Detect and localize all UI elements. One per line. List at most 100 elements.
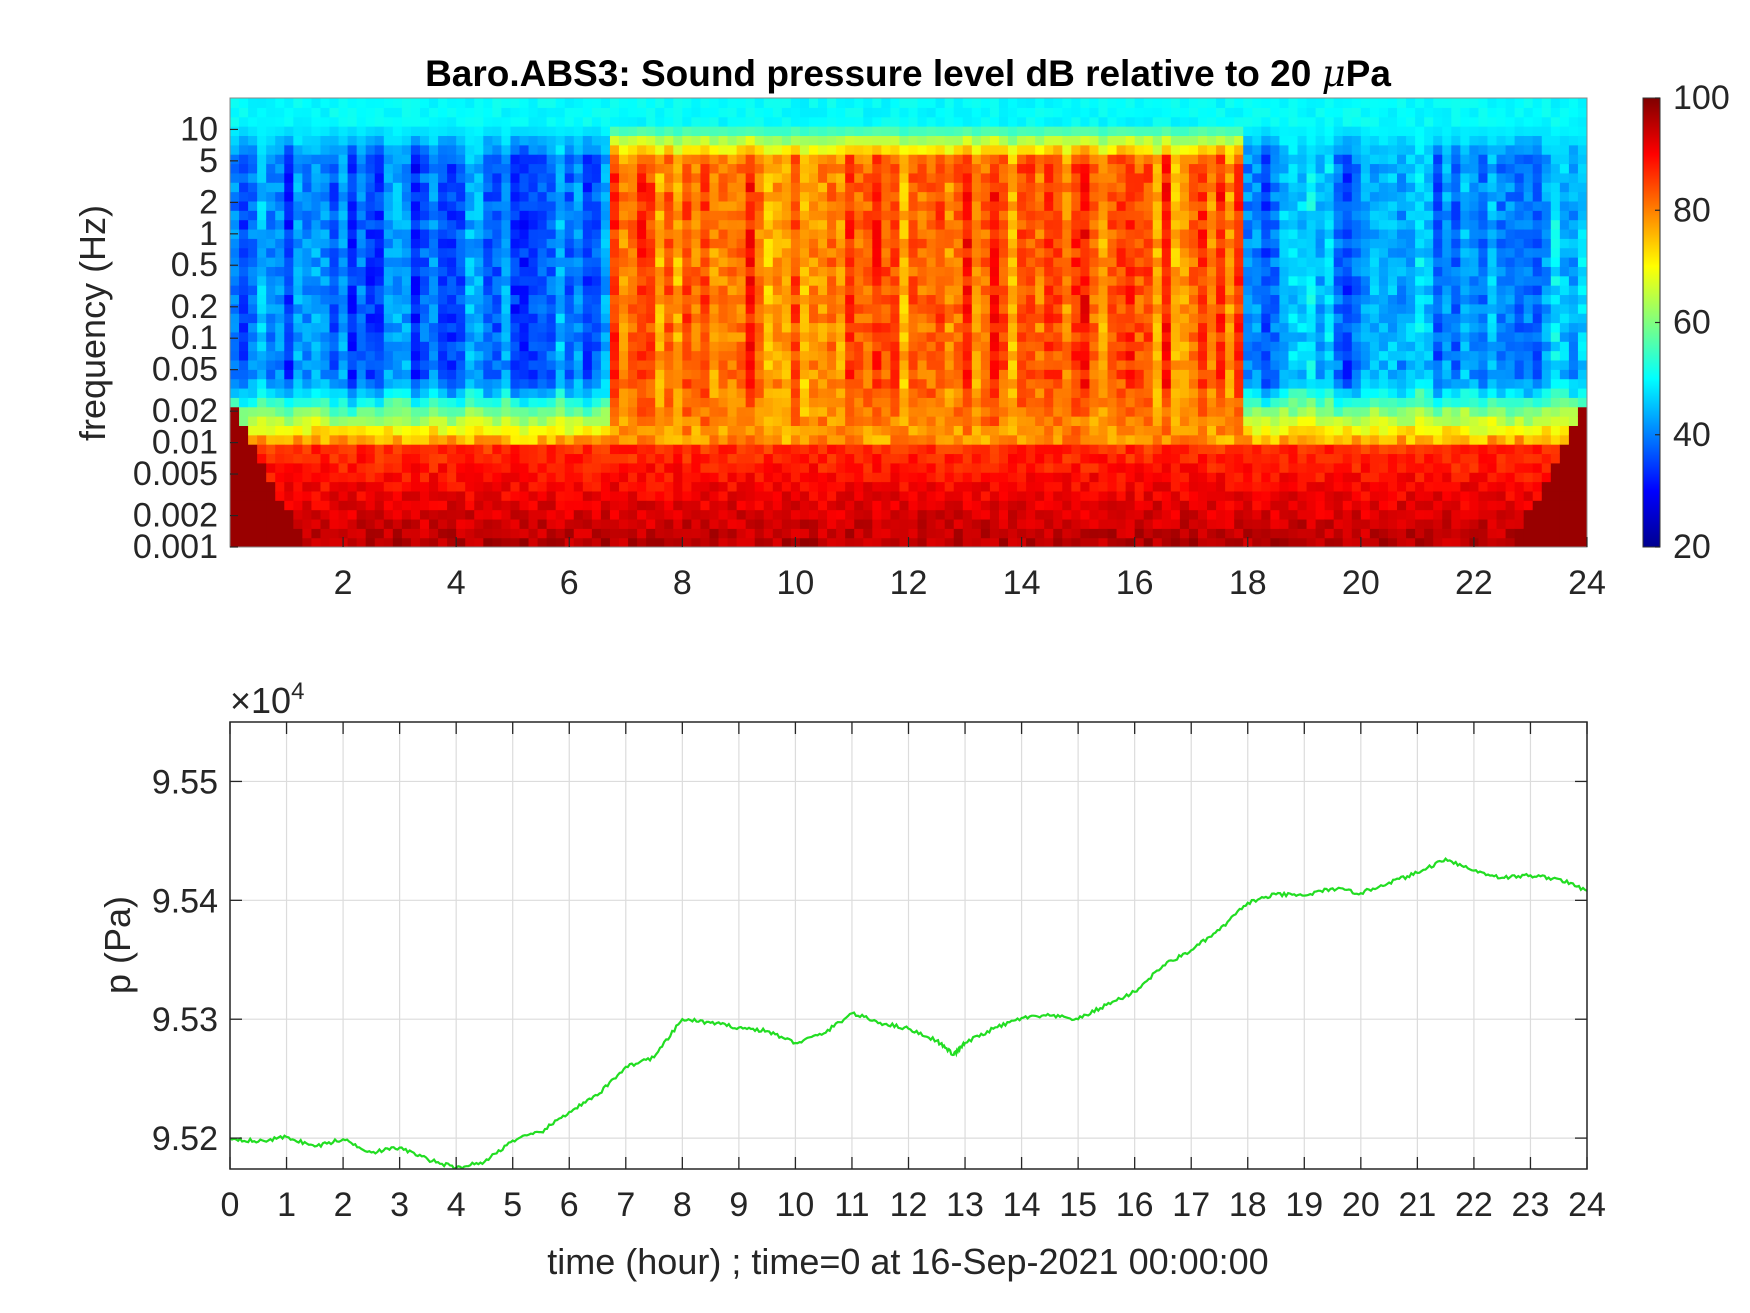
spectrogram-cell [510, 191, 521, 202]
spectrogram-cell [600, 509, 611, 520]
spectrogram-cell [1152, 490, 1163, 501]
spectrogram-cell [293, 359, 303, 370]
spectrogram-cell [383, 378, 394, 389]
spectrogram-cell [691, 369, 702, 380]
spectrogram-cell [637, 331, 647, 342]
spectrogram-cell [573, 303, 584, 314]
spectrogram-cell [1098, 387, 1109, 398]
spectrogram-cell [555, 210, 566, 221]
spectrogram-cell [356, 303, 367, 314]
spectrogram-cell [519, 528, 530, 539]
spectrogram-cell [239, 434, 249, 445]
spectrogram-cell [754, 378, 765, 389]
spectrogram-cell [799, 107, 810, 118]
spectrogram-cell [1107, 257, 1118, 267]
spectrogram-cell [419, 247, 430, 258]
spectrogram-cell [628, 182, 638, 193]
spectrogram-cell [374, 126, 385, 137]
spectrogram-cell [908, 537, 919, 547]
spectrogram-cell [275, 528, 285, 539]
spectrogram-cell [881, 313, 892, 324]
spectrogram-cell [311, 359, 322, 370]
spectrogram-cell [953, 406, 964, 417]
spectrogram-cell [646, 378, 656, 389]
spectrogram-cell [944, 378, 955, 389]
spectrogram-cell [745, 472, 756, 483]
spectrogram-cell [1053, 266, 1063, 277]
spectrogram-cell [980, 275, 991, 286]
spectrogram-cell [772, 238, 783, 249]
spectrogram-cell [754, 490, 765, 501]
spectrogram-cell [781, 378, 792, 389]
spectrogram-cell [718, 378, 729, 389]
spectrogram-cell [1098, 378, 1109, 389]
spectrogram-cell [456, 275, 466, 286]
spectrogram-cell [808, 107, 819, 118]
spectrogram-cell [1089, 472, 1100, 483]
spectrogram-cell [827, 425, 837, 436]
spectrogram-cell [854, 172, 864, 183]
spectrogram-cell [239, 294, 249, 305]
spectrogram-cell [673, 294, 683, 305]
spectrogram-cell [926, 472, 937, 483]
spectrogram-cell [438, 537, 448, 547]
spectrogram-cell [492, 135, 502, 146]
spectrogram-cell [781, 369, 792, 380]
spectrogram-cell [374, 528, 385, 539]
spectrogram-cell [854, 331, 864, 342]
spectrogram-cell [311, 238, 322, 249]
spectrogram-cell [763, 350, 774, 361]
spectrogram-cell [709, 257, 720, 267]
spectrogram-cell [429, 238, 439, 249]
spectrogram-cell [528, 200, 539, 211]
spectrogram-cell [691, 537, 702, 547]
spectrogram-cell [1152, 266, 1163, 277]
spectrogram-cell [1035, 303, 1045, 314]
spectrogram-cell [971, 416, 982, 426]
spectrogram-cell [474, 350, 484, 361]
spectrogram-cell [239, 369, 249, 380]
spectrogram-cell [700, 238, 711, 249]
spectrogram-cell [1053, 247, 1063, 258]
spectrogram-cell [673, 528, 683, 539]
spectrogram-cell [447, 247, 457, 258]
spectrogram-cell [230, 285, 240, 296]
spectrogram-cell [736, 350, 747, 361]
spectrogram-cell [1152, 359, 1163, 370]
spectrogram-cell [1017, 453, 1027, 464]
spectrogram-cell [1026, 490, 1036, 501]
spectrogram-cell [763, 462, 774, 473]
spectrogram-cell [257, 294, 267, 305]
spectrogram-cell [1161, 434, 1172, 445]
spectrogram-cell [908, 322, 919, 333]
spectrogram-cell [700, 228, 711, 239]
spectrogram-cell [1071, 481, 1081, 492]
spectrogram-cell [808, 126, 819, 137]
spectrogram-cell [899, 303, 910, 314]
spectrogram-cell [392, 200, 403, 211]
spectrogram-cell [845, 369, 855, 380]
spectrogram-cell [1089, 490, 1100, 501]
spectrogram-cell [266, 322, 276, 333]
spectrogram-cell [347, 266, 358, 277]
spectrogram-cell [727, 266, 738, 277]
spectrogram-cell [401, 378, 412, 389]
spectrogram-cell [573, 528, 584, 539]
spectrogram-cell [591, 359, 602, 370]
spectrogram-cell [1143, 116, 1154, 127]
spectrogram-cell [365, 397, 376, 408]
spectrogram-cell [1107, 341, 1118, 352]
spectrogram-cell [483, 387, 493, 398]
spectrogram-cell [944, 275, 955, 286]
spectrogram-cell [736, 313, 747, 324]
spectrogram-cell [510, 490, 521, 501]
spectrogram-cell [962, 191, 973, 202]
spectrogram-cell [646, 425, 656, 436]
spectrogram-cell [763, 359, 774, 370]
spectrogram-cell [1134, 238, 1145, 249]
spectrogram-cell [347, 322, 358, 333]
spectrogram-cell [501, 397, 512, 408]
spectrogram-cell [664, 369, 674, 380]
spectrogram-cell [338, 191, 349, 202]
spectrogram-cell [845, 163, 855, 174]
